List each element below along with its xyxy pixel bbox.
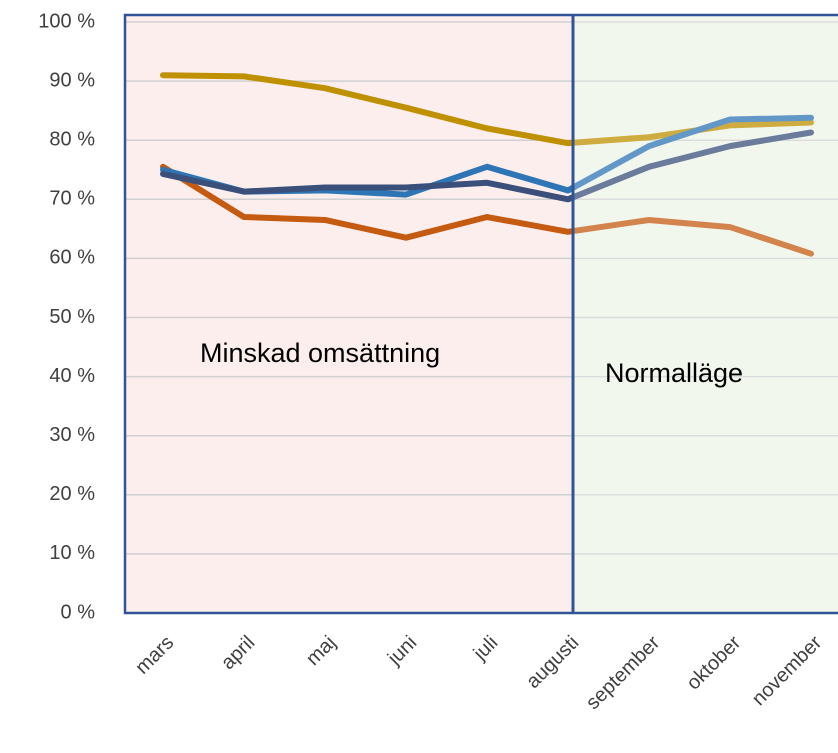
region-fade [573,15,838,613]
x-tick-label: oktober [683,631,746,694]
x-tick-label: september [582,631,665,714]
y-tick-label: 0 % [61,601,96,623]
region-reduced [125,15,573,613]
x-tick-label: juli [469,632,503,666]
x-tick-label: mars [131,632,178,679]
y-tick-label: 10 % [49,542,95,564]
x-tick-label: juni [383,632,421,670]
y-tick-label: 70 % [49,188,95,210]
series-line [160,163,814,257]
x-tick-label: april [217,632,259,674]
y-tick-label: 20 % [49,483,95,505]
y-tick-label: 90 % [49,69,95,91]
region-normal [573,15,838,613]
annotation: Minskad omsättning [200,338,440,368]
plot-frame [123,13,838,615]
y-tick-label: 60 % [49,247,95,269]
x-tick-label: augusti [522,632,583,693]
y-tick-label: 40 % [49,365,95,387]
x-tick-label: november [748,631,827,710]
y-tick-label: 30 % [49,424,95,446]
x-tick-label: maj [302,632,340,670]
y-tick-label: 50 % [49,306,95,328]
annotation: Normalläge [605,358,743,388]
y-tick-label: 100 % [38,10,95,32]
series-line [160,129,814,203]
y-tick-label: 80 % [49,128,95,150]
